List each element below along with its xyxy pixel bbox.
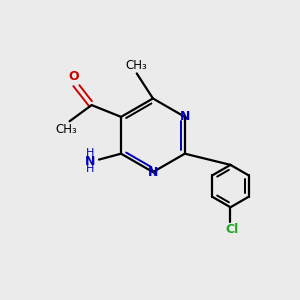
Text: H: H xyxy=(86,148,94,158)
Text: N: N xyxy=(180,110,190,123)
Text: Cl: Cl xyxy=(225,224,239,236)
Text: N: N xyxy=(85,154,95,167)
Text: CH₃: CH₃ xyxy=(56,123,77,136)
Text: N: N xyxy=(148,166,158,178)
Text: H: H xyxy=(86,164,94,174)
Text: O: O xyxy=(69,70,79,83)
Text: CH₃: CH₃ xyxy=(126,59,148,72)
